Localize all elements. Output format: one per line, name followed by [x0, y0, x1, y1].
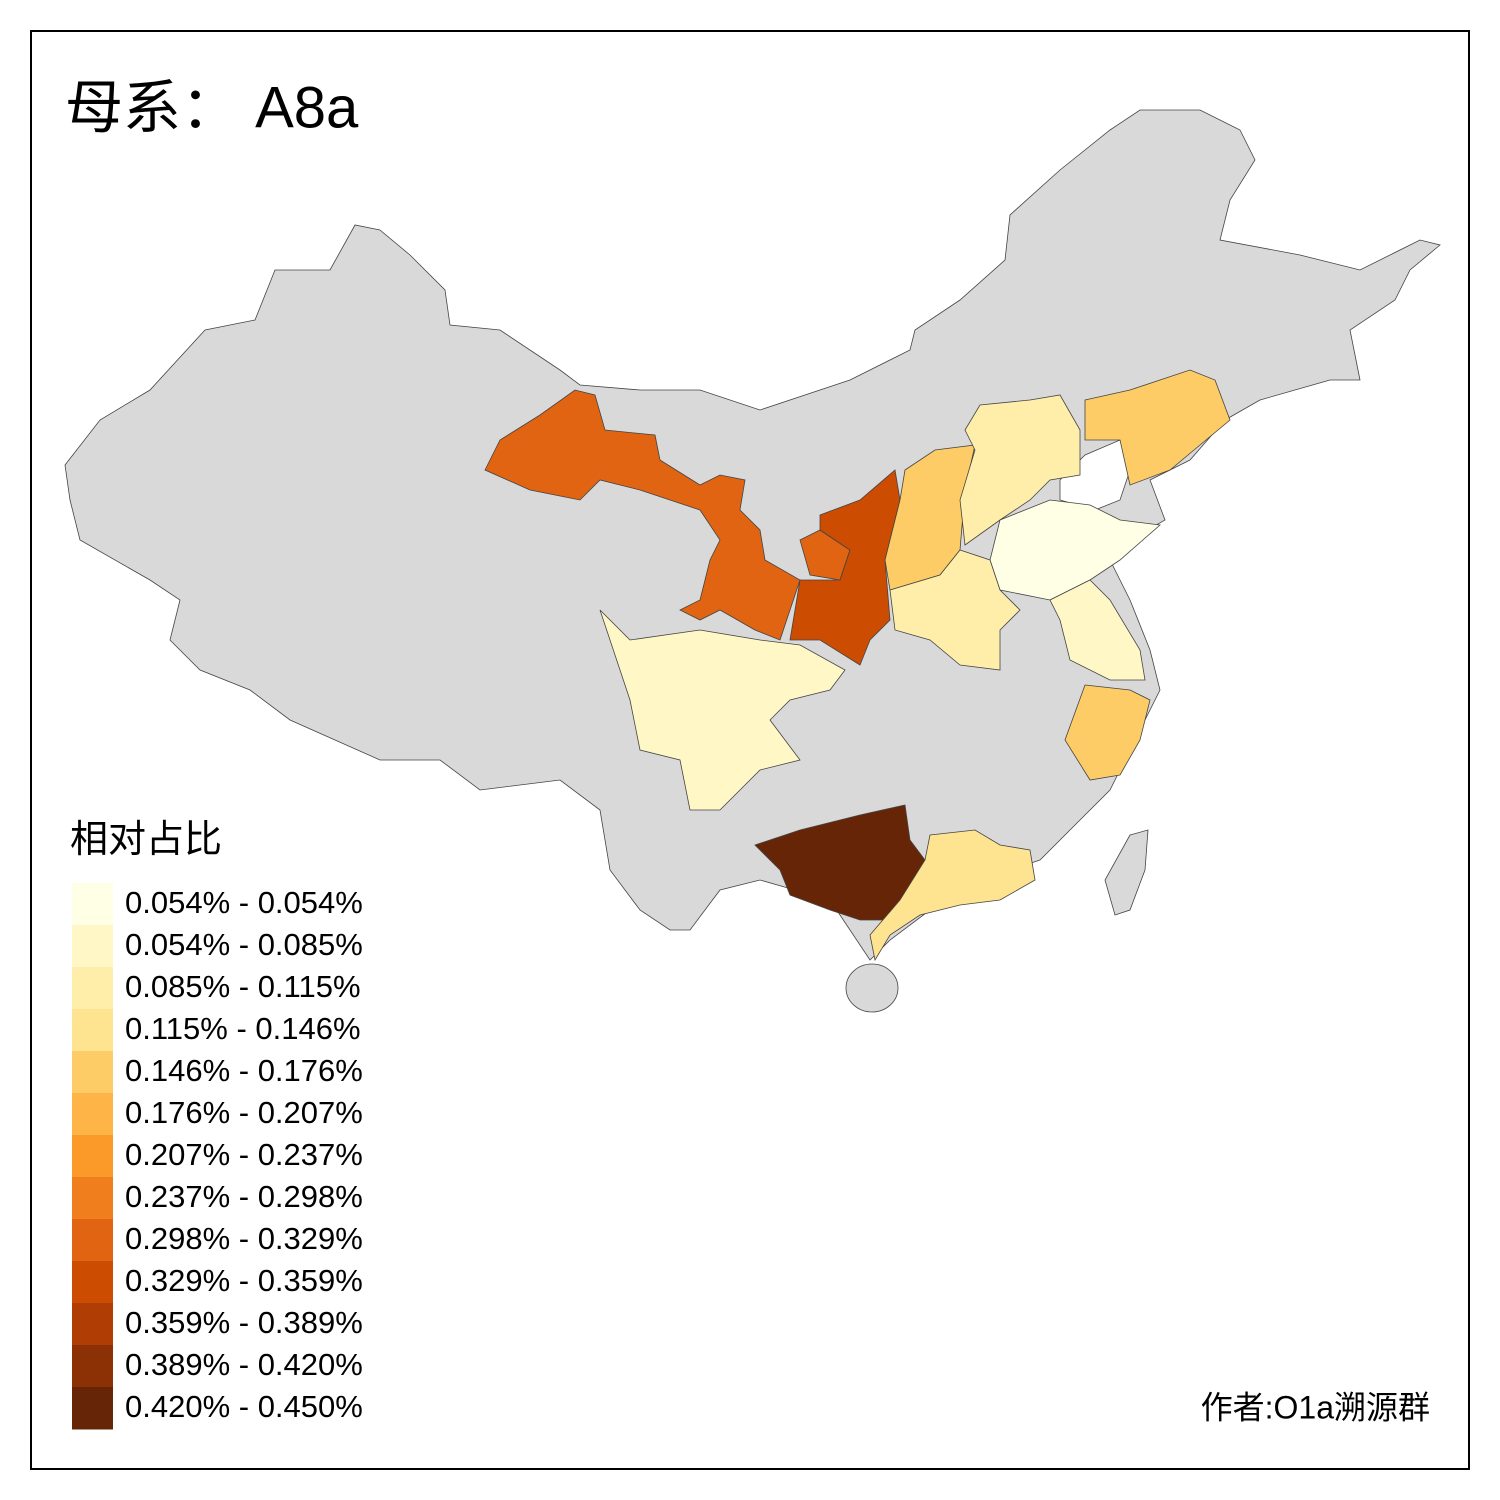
- island: [1104, 829, 1149, 916]
- legend-swatch: [72, 925, 113, 968]
- region: [484, 389, 801, 641]
- region: [959, 394, 1081, 546]
- region: [889, 549, 1021, 671]
- map-title: 母系： A8a: [65, 75, 359, 140]
- legend-swatch: [72, 1135, 113, 1178]
- legend-label: 0.115% - 0.146%: [125, 1011, 361, 1046]
- legend-swatch: [72, 1303, 113, 1346]
- legend-swatch: [72, 1261, 113, 1304]
- region: [869, 829, 1036, 962]
- legend-label: 0.085% - 0.115%: [125, 969, 361, 1004]
- legend-swatch: [72, 1093, 113, 1136]
- legend-label: 0.237% - 0.298%: [125, 1179, 363, 1214]
- legend-swatch: [72, 1177, 113, 1220]
- legend-label: 0.298% - 0.329%: [125, 1221, 363, 1256]
- region: [599, 609, 846, 811]
- legend-title: 相对占比: [70, 819, 222, 861]
- island: [845, 963, 899, 1013]
- legend-label: 0.359% - 0.389%: [125, 1305, 363, 1340]
- legend-label: 0.207% - 0.237%: [125, 1137, 363, 1172]
- legend-label: 0.176% - 0.207%: [125, 1095, 363, 1130]
- legend-label: 0.389% - 0.420%: [125, 1347, 363, 1382]
- regions: [484, 369, 1231, 962]
- legend-swatch: [72, 1009, 113, 1052]
- legend-label: 0.420% - 0.450%: [125, 1389, 363, 1424]
- legend-swatch: [72, 883, 113, 926]
- legend: 0.054% - 0.054% 0.054% - 0.085% 0.085% - 0…: [72, 883, 363, 1430]
- region: [1064, 684, 1151, 781]
- legend-swatch: [72, 1051, 113, 1094]
- credit: 作者:O1a溯源群: [1201, 1389, 1430, 1425]
- legend-swatch: [72, 1345, 113, 1388]
- legend-swatch: [72, 1219, 113, 1262]
- region: [1084, 369, 1231, 486]
- region: [1049, 579, 1146, 681]
- legend-label: 0.146% - 0.176%: [125, 1053, 363, 1088]
- legend-label: 0.054% - 0.085%: [125, 927, 363, 962]
- legend-swatch: [72, 1387, 113, 1430]
- legend-label: 0.329% - 0.359%: [125, 1263, 363, 1298]
- region: [789, 469, 901, 666]
- legend-label: 0.054% - 0.054%: [125, 885, 363, 920]
- legend-swatch: [72, 967, 113, 1010]
